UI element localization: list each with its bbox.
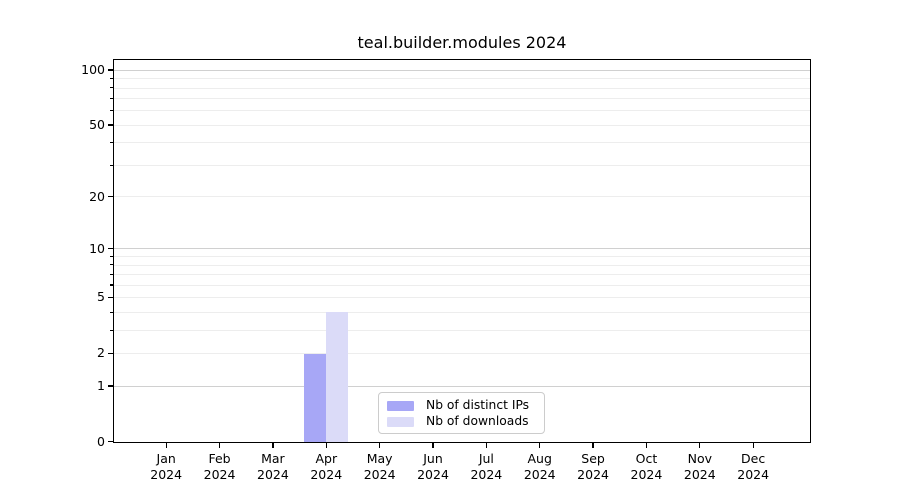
y-minor-tick bbox=[110, 255, 113, 257]
y-tick bbox=[108, 385, 113, 387]
plot-area bbox=[113, 59, 811, 443]
x-tick bbox=[539, 443, 541, 448]
gridline-minor bbox=[114, 256, 810, 258]
legend: Nb of distinct IPs Nb of downloads bbox=[378, 392, 545, 434]
y-minor-tick bbox=[110, 97, 113, 99]
x-tick-label: Apr 2024 bbox=[310, 451, 343, 482]
y-tick-label: 1 bbox=[97, 377, 105, 393]
x-tick bbox=[325, 443, 327, 448]
gridline-minor bbox=[114, 311, 810, 313]
legend-swatch-downloads bbox=[387, 416, 414, 427]
y-tick bbox=[108, 195, 113, 198]
gridline-minor bbox=[114, 297, 810, 299]
y-tick-label: 2 bbox=[97, 345, 105, 361]
x-tick-label: May 2024 bbox=[363, 451, 396, 482]
gridline-minor bbox=[114, 78, 810, 80]
y-minor-tick bbox=[110, 77, 113, 79]
gridline-minor bbox=[114, 284, 810, 286]
x-tick bbox=[165, 443, 167, 448]
y-minor-tick bbox=[110, 164, 113, 166]
y-minor-tick bbox=[110, 329, 113, 331]
gridline-major bbox=[114, 69, 810, 71]
bar-distinct-ips bbox=[304, 353, 327, 442]
x-tick bbox=[645, 443, 648, 448]
y-tick-label: 20 bbox=[89, 188, 105, 204]
gridline-minor bbox=[114, 164, 810, 166]
gridline-major bbox=[114, 385, 810, 387]
y-tick-label: 5 bbox=[97, 289, 105, 305]
y-minor-tick bbox=[110, 142, 113, 144]
y-tick-label: 50 bbox=[89, 117, 105, 133]
x-tick-label: Oct 2024 bbox=[630, 451, 663, 482]
legend-item-distinct-ips: Nb of distinct IPs bbox=[387, 398, 536, 413]
y-tick bbox=[108, 248, 113, 250]
bar-downloads bbox=[326, 312, 349, 442]
x-tick bbox=[485, 443, 487, 448]
y-tick bbox=[108, 124, 113, 126]
x-tick bbox=[379, 443, 381, 448]
gridline-minor bbox=[114, 124, 810, 126]
x-tick-label: Feb 2024 bbox=[203, 451, 236, 482]
x-tick bbox=[752, 443, 754, 448]
x-tick-label: Sep 2024 bbox=[577, 451, 609, 482]
x-tick bbox=[432, 443, 434, 448]
y-tick bbox=[108, 441, 113, 443]
y-minor-tick bbox=[110, 264, 113, 266]
y-tick bbox=[108, 69, 113, 71]
gridline-minor bbox=[114, 329, 810, 331]
x-tick bbox=[272, 443, 274, 448]
x-tick-label: Jan 2024 bbox=[150, 451, 183, 482]
legend-label-distinct-ips: Nb of distinct IPs bbox=[426, 398, 530, 412]
legend-label-downloads: Nb of downloads bbox=[426, 414, 529, 428]
y-tick-label: 0 bbox=[97, 433, 105, 449]
x-tick-label: Nov 2024 bbox=[683, 451, 716, 482]
y-minor-tick bbox=[110, 284, 113, 286]
y-tick-label: 100 bbox=[81, 61, 105, 77]
gridline-minor bbox=[114, 264, 810, 266]
y-minor-tick bbox=[110, 311, 113, 313]
gridline-minor bbox=[114, 98, 810, 100]
gridline-minor bbox=[114, 274, 810, 276]
gridline-minor bbox=[114, 196, 810, 198]
gridline-minor bbox=[114, 110, 810, 112]
x-tick bbox=[592, 443, 594, 448]
chart-title: teal.builder.modules 2024 bbox=[357, 33, 567, 52]
gridline-major bbox=[114, 248, 810, 250]
x-tick-label: Aug 2024 bbox=[523, 451, 556, 482]
y-tick-label: 10 bbox=[89, 240, 105, 256]
gridline-minor bbox=[114, 353, 810, 355]
x-tick-label: Jul 2024 bbox=[470, 451, 503, 482]
legend-item-downloads: Nb of downloads bbox=[387, 414, 536, 429]
legend-swatch-distinct-ips bbox=[387, 400, 414, 411]
y-minor-tick bbox=[110, 273, 113, 275]
x-tick-label: Mar 2024 bbox=[257, 451, 289, 482]
x-tick bbox=[699, 443, 701, 448]
x-tick-label: Dec 2024 bbox=[737, 451, 770, 482]
y-tick bbox=[108, 352, 113, 354]
x-tick-label: Jun 2024 bbox=[417, 451, 449, 482]
gridline-minor bbox=[114, 87, 810, 89]
y-minor-tick bbox=[110, 87, 113, 89]
gridline-minor bbox=[114, 142, 810, 144]
x-tick bbox=[218, 443, 221, 448]
y-minor-tick bbox=[110, 110, 113, 112]
y-tick bbox=[108, 296, 113, 299]
